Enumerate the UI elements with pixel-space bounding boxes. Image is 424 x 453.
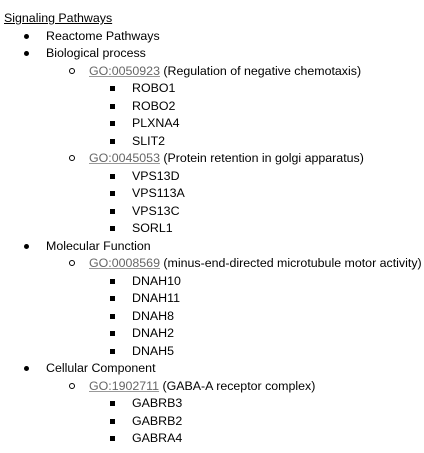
bullet-circle-icon: [69, 260, 75, 266]
go-term-link[interactable]: GO:0050923: [89, 63, 160, 78]
gene-name: SORL1: [132, 221, 173, 235]
go-term-description: (GABA-A receptor complex): [159, 378, 316, 393]
section-item: Cellular Component: [4, 360, 422, 378]
go-term-link[interactable]: GO:0045053: [89, 151, 160, 165]
title-line: Signaling Pathways: [4, 10, 422, 28]
bullet-square-icon: [110, 226, 115, 231]
section-item: Reactome Pathways: [4, 28, 422, 46]
gene-item: DNAH2: [4, 325, 422, 343]
gene-name: DNAH2: [132, 326, 174, 340]
gene-item: PLXNA4: [4, 115, 422, 133]
document: Signaling Pathways Reactome Pathways Bio…: [4, 10, 422, 448]
go-term-item: GO:1902711 (GABA-A receptor complex): [4, 378, 422, 396]
gene-name: SLIT2: [132, 133, 166, 148]
go-term-description: (Regulation of negative chemotaxis): [159, 63, 362, 78]
bullet-square-icon: [110, 173, 115, 179]
bullet-square-icon: [110, 313, 115, 319]
bullet-square-icon: [110, 331, 115, 336]
gene-item: ROBO1: [4, 80, 422, 98]
bullet-square-icon: [110, 278, 115, 284]
gene-item: ROBO2: [4, 98, 422, 116]
go-term-item: GO:0050923 (Regulation of negative chemo…: [4, 63, 422, 81]
go-term-description: (minus-end-directed microtubule motor ac…: [159, 256, 422, 270]
bullet-square-icon: [110, 208, 115, 214]
gene-name: DNAH10: [132, 273, 181, 288]
go-term-link[interactable]: GO:1902711: [89, 378, 160, 393]
section-label: Biological process: [46, 46, 146, 60]
section-label: Molecular Function: [46, 238, 151, 253]
gene-name: GABRB2: [132, 413, 183, 428]
bullet-circle-icon: [69, 67, 75, 74]
gene-name: GABRA4: [132, 431, 183, 445]
bullet-square-icon: [110, 296, 115, 301]
bullet-disc-icon: [24, 243, 29, 249]
gene-name: PLXNA4: [132, 116, 180, 130]
bullet-circle-icon: [69, 382, 75, 389]
go-term-item: GO:0008569 (minus-end-directed microtubu…: [4, 255, 422, 273]
gene-item: SORL1: [4, 220, 422, 238]
bullet-square-icon: [110, 418, 115, 424]
gene-name: VPS13D: [132, 168, 180, 183]
bullet-square-icon: [110, 103, 115, 109]
section-label: Cellular Component: [46, 361, 156, 375]
gene-name: ROBO1: [132, 81, 176, 95]
gene-item: GABRA4: [4, 430, 422, 448]
bullet-disc-icon: [24, 366, 29, 371]
bullet-disc-icon: [24, 33, 29, 39]
bullet-square-icon: [110, 138, 115, 144]
gene-name: GABRB3: [132, 396, 183, 410]
gene-item: SLIT2: [4, 133, 422, 151]
bullet-disc-icon: [24, 51, 29, 56]
go-term-item: GO:0045053 (Protein retention in golgi a…: [4, 150, 422, 168]
bullet-square-icon: [110, 86, 115, 91]
gene-name: DNAH5: [132, 343, 174, 358]
gene-item: DNAH5: [4, 343, 422, 361]
go-term-link[interactable]: GO:0008569: [89, 256, 160, 270]
bullet-square-icon: [110, 401, 115, 406]
gene-name: DNAH11: [132, 291, 180, 305]
gene-name: DNAH8: [132, 308, 174, 323]
go-term-description: (Protein retention in golgi apparatus): [159, 151, 364, 165]
gene-item: DNAH10: [4, 273, 422, 291]
gene-item: DNAH11: [4, 290, 422, 308]
bullet-square-icon: [110, 121, 115, 126]
bullet-square-icon: [110, 348, 115, 354]
bullet-square-icon: [110, 436, 115, 441]
gene-item: VPS13C: [4, 203, 422, 221]
gene-item: GABRB3: [4, 395, 422, 413]
gene-item: DNAH8: [4, 308, 422, 326]
bullet-circle-icon: [69, 155, 75, 161]
section-item: Molecular Function: [4, 238, 422, 256]
gene-name: VPS13C: [132, 203, 180, 218]
gene-item: VPS113A: [4, 185, 422, 203]
gene-item: GABRB2: [4, 413, 422, 431]
gene-item: VPS13D: [4, 168, 422, 186]
section-item: Biological process: [4, 45, 422, 63]
gene-name: ROBO2: [132, 98, 176, 113]
section-label: Reactome Pathways: [46, 28, 160, 43]
doc-title: Signaling Pathways: [4, 11, 113, 25]
gene-name: VPS113A: [132, 186, 185, 200]
bullet-square-icon: [110, 191, 115, 196]
